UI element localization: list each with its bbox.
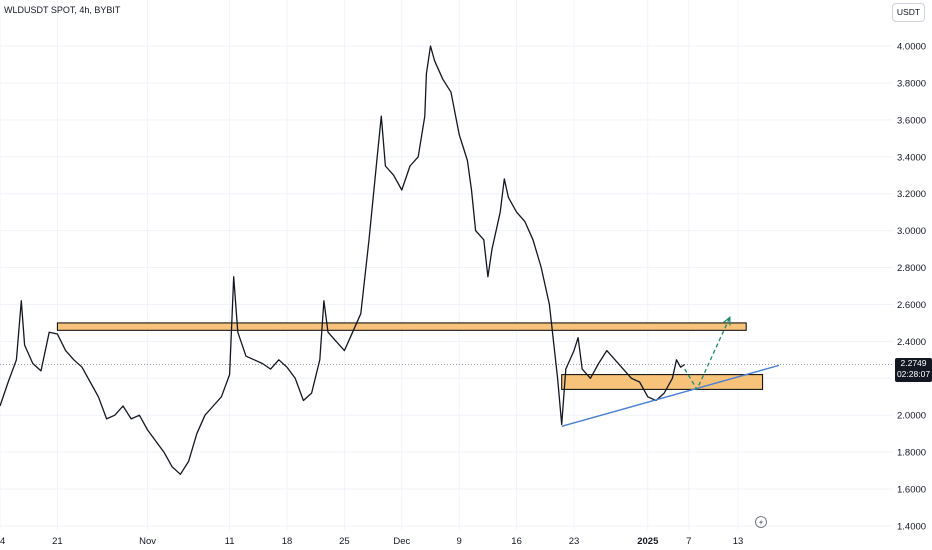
x-tick-label: 9 xyxy=(457,536,462,547)
x-tick-label: 18 xyxy=(282,536,293,547)
x-tick-label: 23 xyxy=(569,536,580,547)
y-tick-label: 3.8000 xyxy=(897,78,926,89)
x-tick-label: Dec xyxy=(393,536,410,547)
y-tick-label: 1.8000 xyxy=(897,448,926,459)
currency-button[interactable]: USDT xyxy=(892,3,925,22)
x-tick-label: 11 xyxy=(225,536,235,547)
support-resistance-zones[interactable] xyxy=(56,322,764,390)
x-tick-label: 13 xyxy=(733,536,744,547)
y-tick-label: 3.0000 xyxy=(897,226,926,237)
x-tick-label: 25 xyxy=(339,536,350,547)
y-tick-label: 2.0000 xyxy=(897,411,926,422)
x-tick-label: 7 xyxy=(686,536,691,547)
zone-rect[interactable] xyxy=(561,374,764,390)
x-tick-label: 2025 xyxy=(637,536,659,547)
projection-path xyxy=(684,317,731,391)
y-tick-label: 2.8000 xyxy=(897,263,926,274)
symbol-title: WLDUSDT SPOT, 4h, BYBIT xyxy=(4,5,121,15)
zone-rect[interactable] xyxy=(56,322,747,331)
arrow-head-icon xyxy=(723,316,731,326)
x-tick-label: 21 xyxy=(52,536,63,547)
y-tick-label: 3.6000 xyxy=(897,115,926,126)
y-tick-label: 3.2000 xyxy=(897,189,926,200)
grid-lines xyxy=(0,0,893,530)
projection-arrow[interactable] xyxy=(684,316,731,391)
y-tick-label: 3.4000 xyxy=(897,152,926,163)
price-axis-panel xyxy=(893,0,932,550)
price-series-line xyxy=(0,45,686,475)
x-tick-label: 14 xyxy=(0,536,5,547)
calendar-icon[interactable] xyxy=(755,516,767,528)
x-tick-label: Nov xyxy=(139,536,156,547)
y-tick-label: 2.6000 xyxy=(897,300,926,311)
y-tick-label: 4.0000 xyxy=(897,42,926,53)
y-tick-label: 1.6000 xyxy=(897,485,926,496)
last-price-value: 2.2749 xyxy=(900,358,927,368)
last-price-tag: 2.2749 02:28:07 xyxy=(895,358,932,382)
time-axis: 14 21 Nov 11 18 25 Dec 9 16 23 2025 7 13 xyxy=(0,536,743,547)
y-tick-label: 2.4000 xyxy=(897,337,926,348)
support-trendline[interactable] xyxy=(561,364,780,427)
x-tick-label: 16 xyxy=(511,536,522,547)
bar-countdown: 02:28:07 xyxy=(896,369,931,379)
y-tick-label: 1.4000 xyxy=(897,522,926,533)
